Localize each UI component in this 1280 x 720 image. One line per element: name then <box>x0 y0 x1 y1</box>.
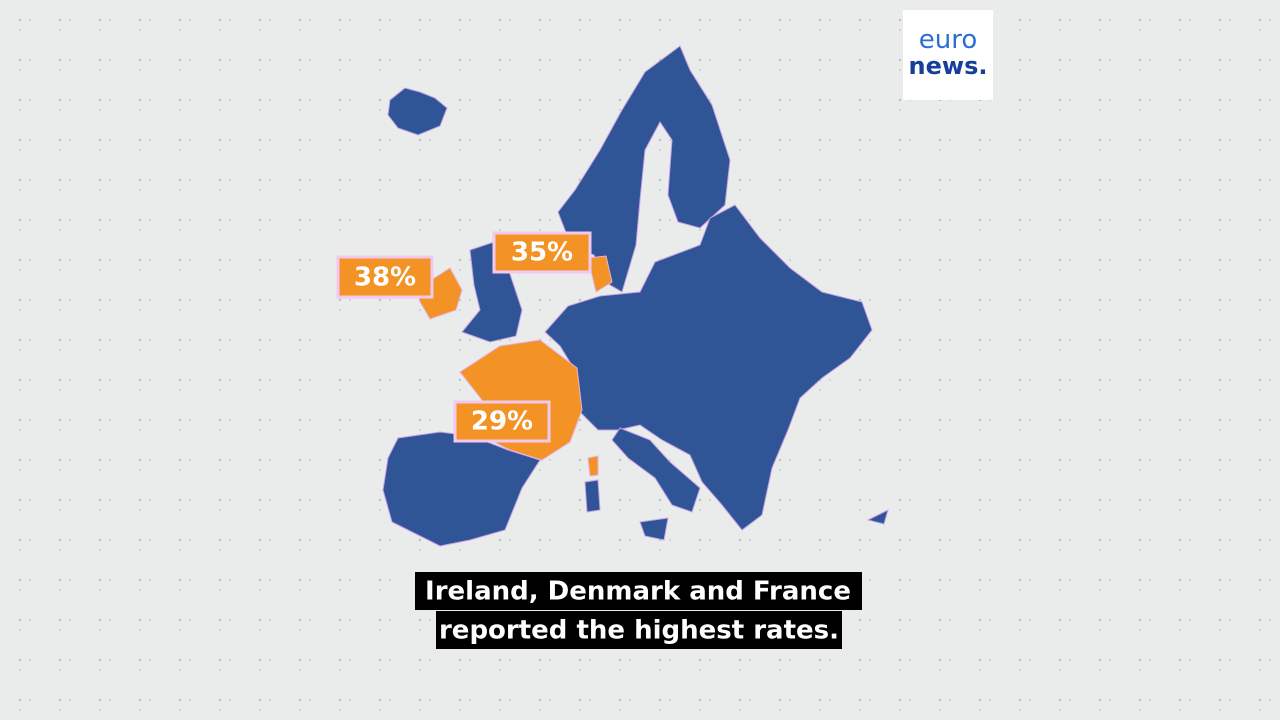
value-label: 35% <box>511 238 573 268</box>
logo-text: news. <box>909 52 988 80</box>
italy <box>611 427 701 513</box>
value-label: 38% <box>354 263 416 293</box>
denmark <box>587 255 613 293</box>
map <box>382 45 889 547</box>
subtitle-line: reported the highest rates. <box>439 616 839 646</box>
sicily <box>639 517 669 541</box>
value-label: 29% <box>471 407 533 437</box>
corsica <box>587 455 599 477</box>
cyprus <box>866 509 889 525</box>
subtitle-box <box>436 611 842 649</box>
label-box <box>453 400 551 443</box>
ireland <box>418 267 463 320</box>
labels: 38% 35% 29% <box>336 231 592 443</box>
continent <box>544 204 873 531</box>
label-box <box>336 255 434 299</box>
scandinavia <box>557 45 731 293</box>
label-box <box>492 231 592 274</box>
logo: euro news. <box>903 10 993 100</box>
subtitle-line: Ireland, Denmark and France <box>425 577 851 607</box>
subtitles: Ireland, Denmark and France reported the… <box>415 572 862 649</box>
logo-text: euro <box>919 25 978 55</box>
subtitle-box <box>415 572 862 610</box>
sardinia <box>584 479 601 513</box>
iceland <box>387 87 448 136</box>
logo-box <box>903 10 993 100</box>
